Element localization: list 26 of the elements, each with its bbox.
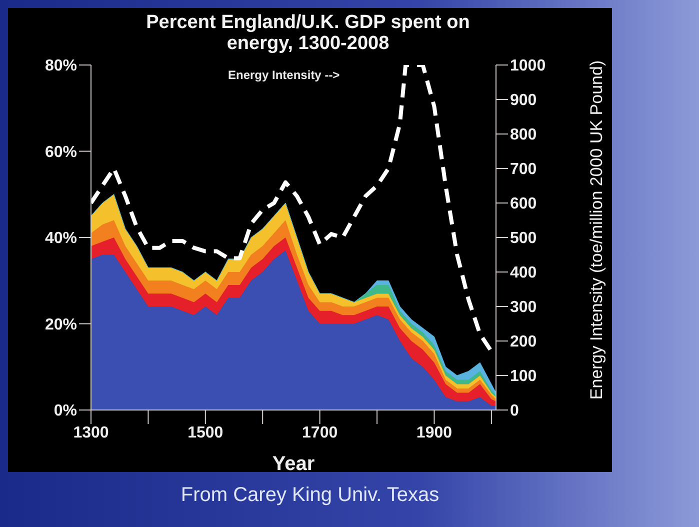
x-axis-title: Year xyxy=(272,453,315,475)
text: From Carey King Univ. Texas xyxy=(180,484,440,507)
x-tick-label: 1700 xyxy=(302,424,338,442)
y2-tick-label: 400 xyxy=(510,264,537,282)
y2-tick-label: 900 xyxy=(510,92,537,110)
y2-tick-label: 700 xyxy=(510,161,537,178)
y2-tick-label: 600 xyxy=(510,196,537,213)
line-series xyxy=(91,65,494,354)
x-tick-label: 1300 xyxy=(73,424,109,442)
y2-tick-label: 100 xyxy=(510,368,537,386)
y-tick-label: 60% xyxy=(44,144,77,161)
y-tick-label: 40% xyxy=(44,230,77,248)
y-tick-label: 20% xyxy=(44,316,77,334)
x-tick-label: 1500 xyxy=(188,424,224,442)
x-tick-label: 1900 xyxy=(416,424,452,442)
y-tick-label: 0% xyxy=(54,402,77,420)
y2-tick-label: 0 xyxy=(510,402,519,420)
annotation: Energy Intensity --> xyxy=(228,68,340,82)
y2-tick-label: 300 xyxy=(510,299,537,316)
y2-axis-title: Energy Intensity (toe/million 2000 UK Pound) xyxy=(587,60,607,400)
y2-tick-label: 500 xyxy=(510,230,537,248)
y2-tick-label: 800 xyxy=(510,126,537,144)
y-tick-label: 80% xyxy=(44,58,77,75)
y2-tick-label: 200 xyxy=(510,334,537,351)
chart-title: Percent England/U.K. GDP spent on energy, 1300-2008 xyxy=(145,12,471,54)
y2-tick-label: 1000 xyxy=(510,58,546,75)
